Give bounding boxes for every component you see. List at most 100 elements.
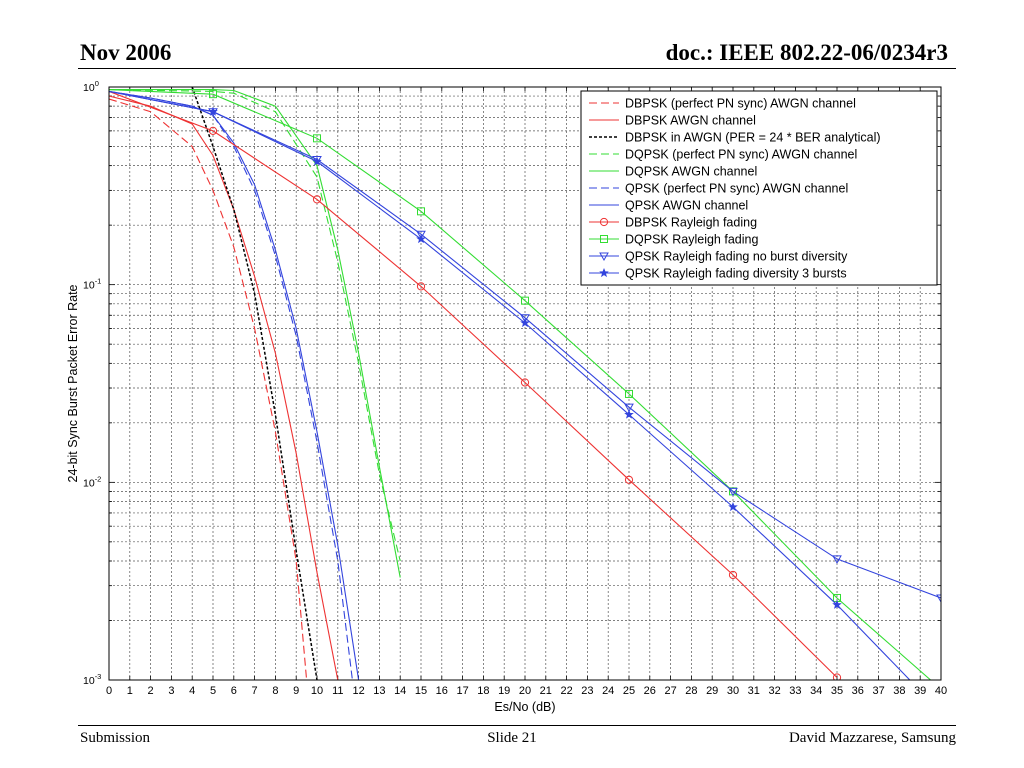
x-tick-label: 39 bbox=[914, 685, 926, 697]
legend-label: QPSK (perfect PN sync) AWGN channel bbox=[625, 182, 848, 196]
legend-label: DBPSK AWGN channel bbox=[625, 114, 756, 128]
plot-frame bbox=[108, 86, 942, 681]
marker-square bbox=[209, 90, 217, 99]
x-tick-label: 19 bbox=[498, 685, 510, 697]
x-tick-label: 33 bbox=[789, 685, 801, 697]
x-tick-label: 11 bbox=[332, 685, 343, 697]
x-tick-label: 23 bbox=[581, 685, 593, 697]
x-tick-label: 37 bbox=[872, 685, 884, 697]
x-tick-label: 5 bbox=[210, 685, 216, 697]
marker-triangle bbox=[832, 555, 842, 564]
legend-label: QPSK AWGN channel bbox=[625, 199, 748, 213]
header-date: Nov 2006 bbox=[80, 40, 172, 65]
x-tick-label: 31 bbox=[748, 685, 760, 697]
marker-circle bbox=[208, 126, 218, 135]
y-tick-label: 10-2 bbox=[83, 474, 101, 489]
legend-label: DBPSK Rayleigh fading bbox=[625, 216, 757, 230]
marker-triangle bbox=[416, 230, 426, 240]
series-line bbox=[109, 90, 838, 678]
y-tick-label: 10-3 bbox=[83, 672, 101, 687]
x-tick-label: 34 bbox=[810, 685, 822, 697]
series-line bbox=[109, 98, 308, 680]
x-tick-label: 21 bbox=[540, 685, 552, 697]
series-line bbox=[109, 89, 401, 562]
marker-star bbox=[208, 106, 218, 116]
legend-label: DQPSK AWGN channel bbox=[625, 165, 757, 179]
marker-star bbox=[624, 409, 634, 419]
x-tick-label: 27 bbox=[664, 685, 676, 697]
marker-star bbox=[312, 156, 322, 166]
series-line bbox=[109, 90, 353, 680]
x-tick-label: 7 bbox=[252, 685, 258, 697]
marker-circle bbox=[312, 195, 322, 204]
x-axis-label: Es/No (dB) bbox=[494, 700, 555, 714]
legend-label: DQPSK (perfect PN sync) AWGN channel bbox=[625, 148, 857, 162]
x-tick-label: 17 bbox=[456, 685, 468, 697]
footer-rule bbox=[78, 725, 956, 726]
footer-author: David Mazzarese, Samsung bbox=[788, 730, 956, 746]
x-tick-label: 6 bbox=[231, 685, 237, 697]
x-tick-label: 36 bbox=[852, 685, 864, 697]
marker-star bbox=[416, 234, 426, 244]
legend-label: QPSK Rayleigh fading diversity 3 bursts bbox=[625, 267, 847, 281]
marker-triangle bbox=[520, 314, 530, 323]
x-tick-label: 28 bbox=[685, 685, 697, 697]
marker-square bbox=[600, 235, 608, 243]
x-tick-label: 18 bbox=[477, 685, 489, 697]
x-tick-label: 13 bbox=[373, 685, 385, 697]
y-tick-label: 100 bbox=[83, 79, 99, 94]
x-tick-label: 26 bbox=[644, 685, 656, 697]
marker-square bbox=[313, 134, 321, 143]
marker-star bbox=[520, 318, 530, 328]
marker-circle bbox=[520, 378, 530, 387]
x-tick-label: 2 bbox=[148, 685, 154, 697]
series-1 bbox=[109, 98, 308, 680]
marker-triangle bbox=[599, 252, 609, 262]
x-tick-label: 8 bbox=[272, 685, 278, 697]
x-tick-label: 10 bbox=[311, 685, 323, 697]
series-line bbox=[109, 90, 360, 680]
series-6 bbox=[109, 90, 353, 680]
marker-circle bbox=[832, 673, 842, 680]
x-tick-label: 30 bbox=[727, 685, 739, 697]
series-line bbox=[109, 89, 401, 578]
series-9 bbox=[109, 89, 931, 680]
marker-circle bbox=[728, 570, 738, 580]
x-tick-label: 20 bbox=[519, 685, 531, 697]
marker-triangle bbox=[728, 487, 738, 497]
x-tick-label: 16 bbox=[436, 685, 448, 697]
series-7 bbox=[109, 90, 360, 680]
x-tick-label: 12 bbox=[352, 685, 364, 697]
marker-circle bbox=[624, 475, 634, 484]
footer-slide-number: Slide 21 bbox=[487, 730, 537, 746]
x-tick-label: 29 bbox=[706, 685, 718, 697]
x-tick-label: 32 bbox=[768, 685, 780, 697]
marker-star bbox=[728, 501, 738, 512]
series-line bbox=[109, 90, 941, 599]
x-tick-label: 15 bbox=[415, 685, 427, 697]
x-tick-label: 22 bbox=[560, 685, 572, 697]
x-tick-label: 38 bbox=[893, 685, 905, 697]
x-tick-label: 24 bbox=[602, 685, 614, 697]
series-line bbox=[109, 89, 931, 680]
series-4 bbox=[109, 89, 401, 562]
footer-submission: Submission bbox=[80, 730, 151, 746]
x-tick-label: 40 bbox=[935, 685, 947, 697]
legend-label: DBPSK (perfect PN sync) AWGN channel bbox=[625, 97, 856, 111]
legend-box bbox=[580, 90, 938, 286]
header-rule bbox=[78, 68, 956, 69]
legend-label: DQPSK Rayleigh fading bbox=[625, 233, 758, 247]
marker-circle bbox=[416, 282, 426, 291]
x-tick-label: 0 bbox=[106, 685, 112, 697]
marker-square bbox=[625, 389, 633, 398]
series-line bbox=[191, 87, 318, 680]
legend-label: DBPSK in AWGN (PER = 24 * BER analytical… bbox=[625, 131, 881, 145]
marker-square bbox=[521, 296, 529, 305]
y-tick-label: 10-1 bbox=[83, 277, 101, 292]
marker-star bbox=[832, 599, 842, 609]
x-tick-label: 1 bbox=[127, 685, 133, 697]
x-tick-label: 4 bbox=[189, 685, 195, 697]
x-tick-label: 3 bbox=[168, 685, 174, 697]
header-doc-id: doc.: IEEE 802.22-06/0234r3 bbox=[665, 40, 948, 65]
